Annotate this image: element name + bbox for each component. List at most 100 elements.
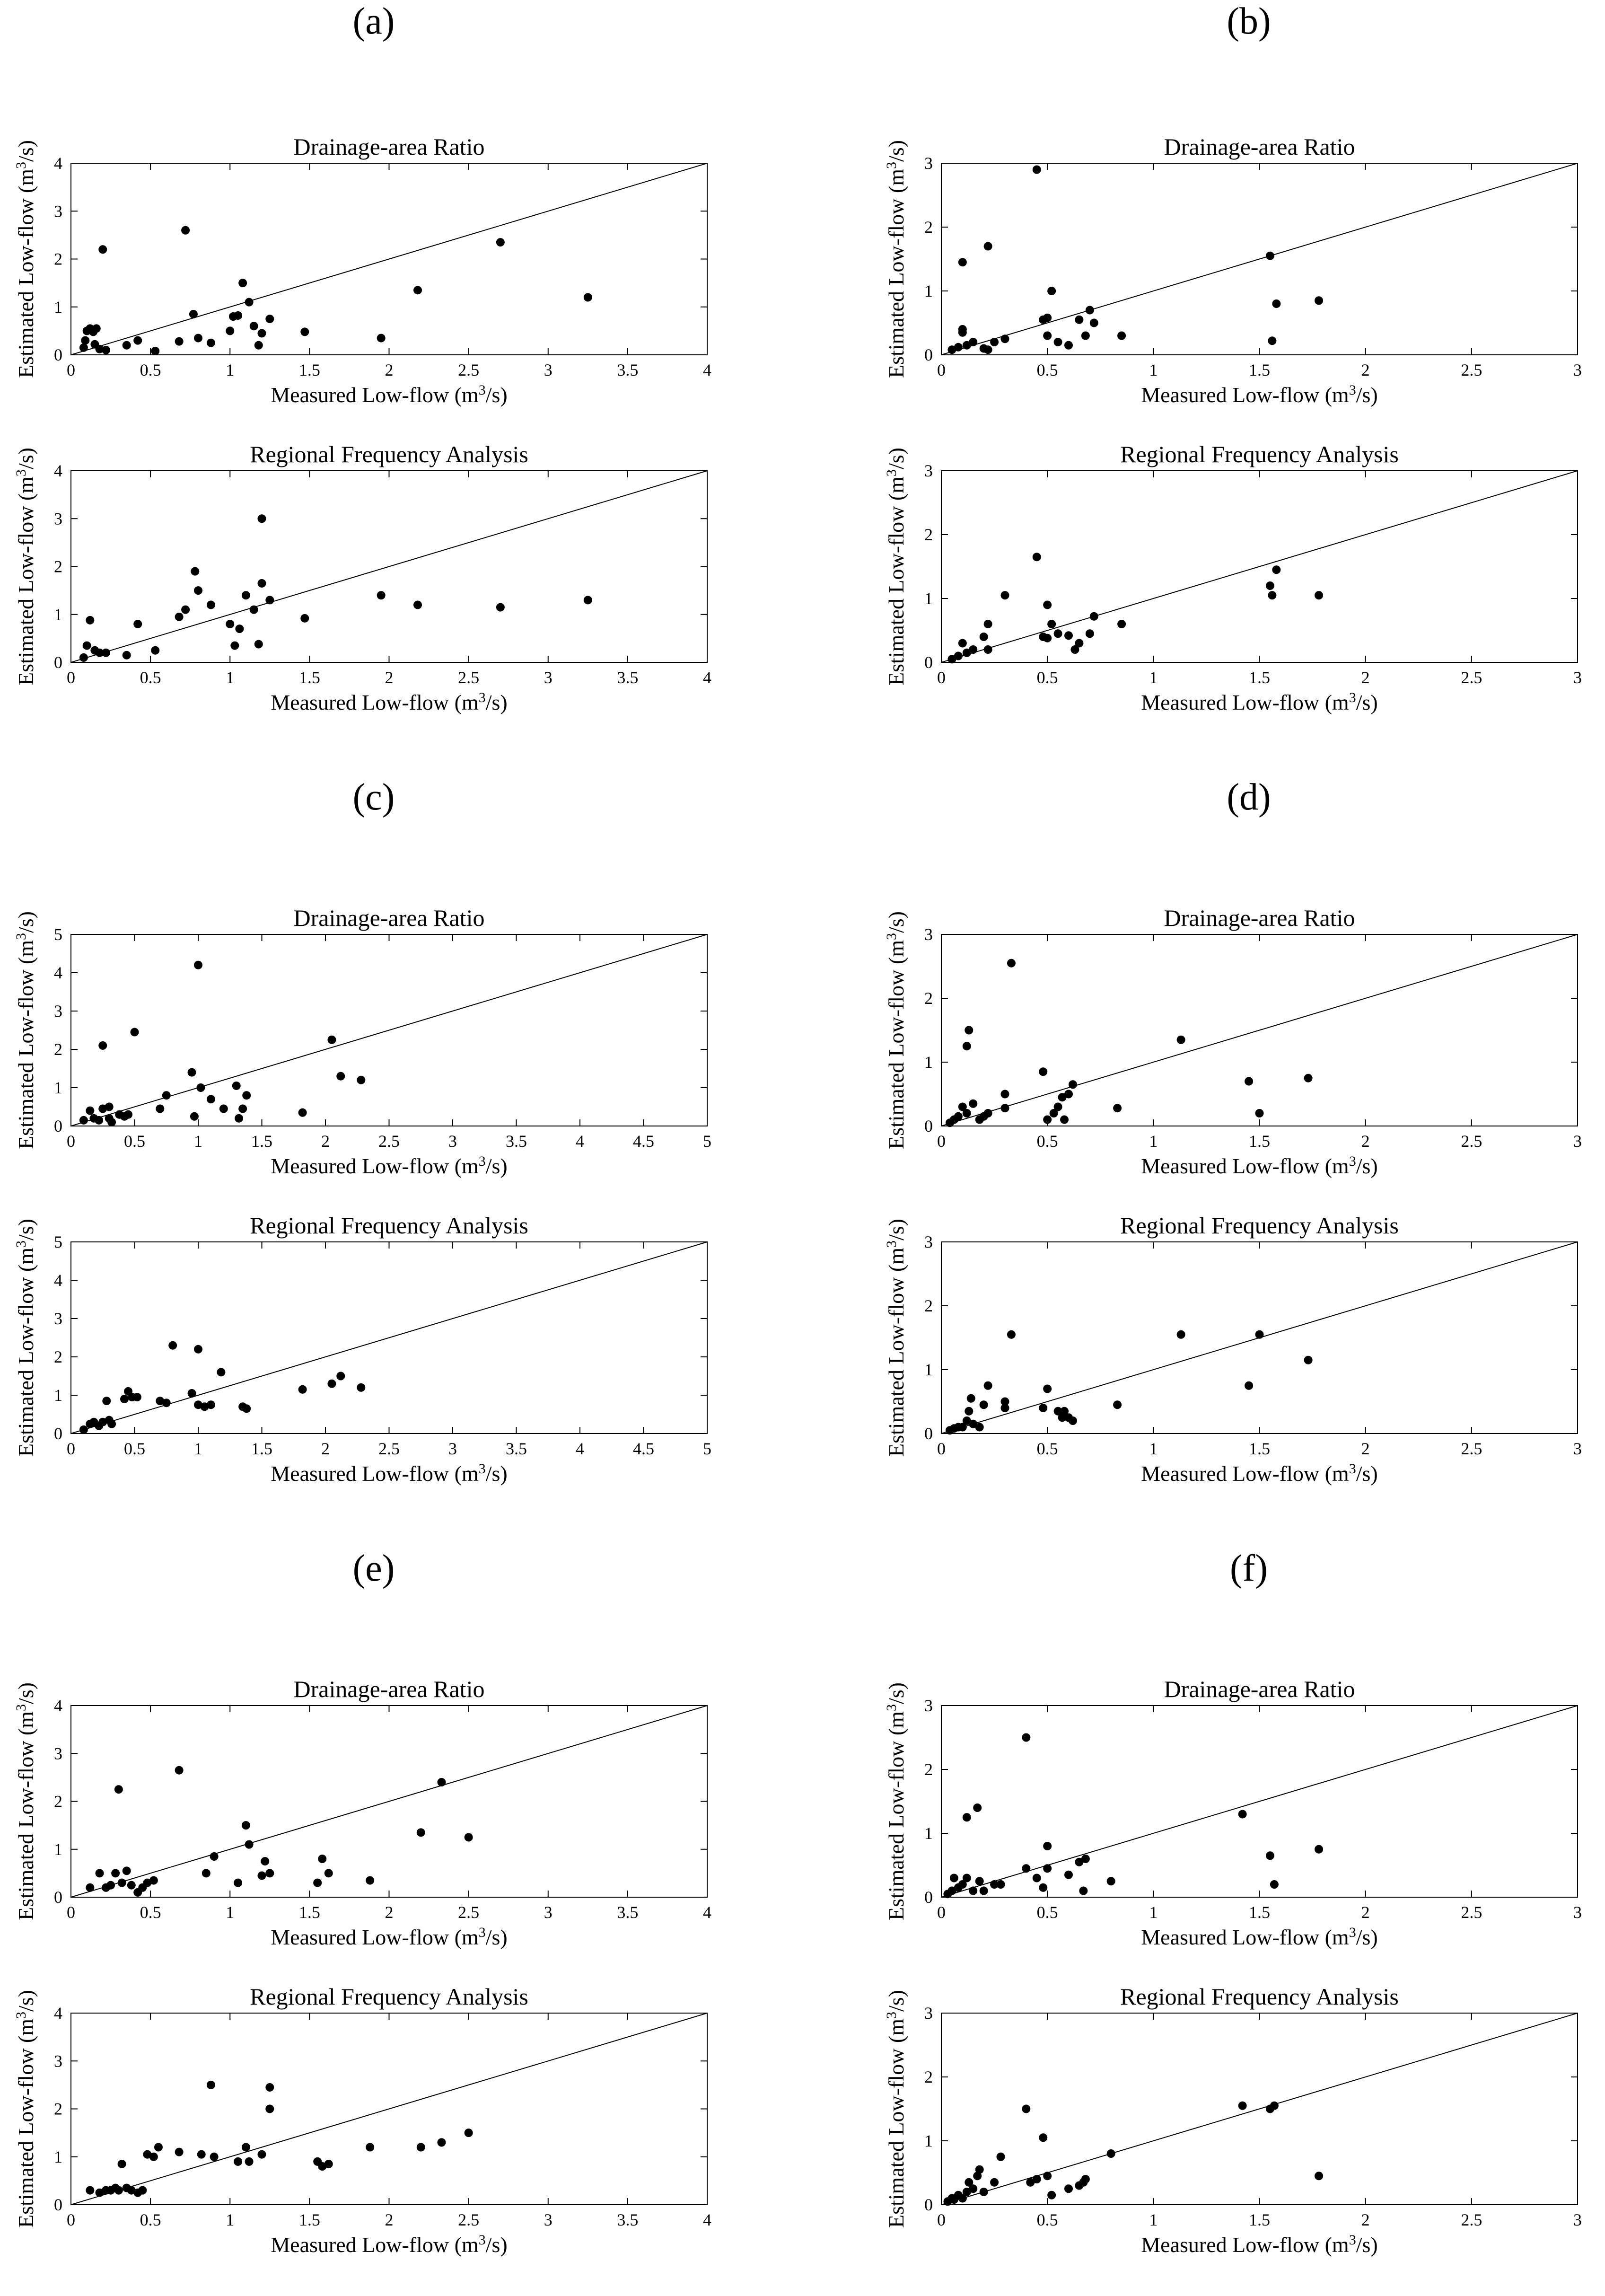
data-point xyxy=(241,2143,250,2152)
data-point xyxy=(962,648,971,657)
data-point xyxy=(496,238,505,247)
y-tick-label: 2 xyxy=(924,525,933,544)
data-point xyxy=(583,596,592,605)
x-tick-label: 1.5 xyxy=(1249,668,1270,687)
data-point xyxy=(101,345,110,354)
data-point xyxy=(969,2184,978,2193)
data-point xyxy=(1047,620,1056,628)
data-point xyxy=(235,625,244,633)
data-point xyxy=(1043,331,1052,340)
x-tick-label: 0 xyxy=(937,1439,946,1458)
x-tick-label: 0.5 xyxy=(140,668,161,687)
data-point xyxy=(105,1102,114,1111)
x-tick-label: 1.5 xyxy=(1249,1903,1270,1922)
data-point xyxy=(122,651,131,660)
x-tick-label: 1 xyxy=(1149,1439,1158,1458)
x-tick-label: 0 xyxy=(67,1132,75,1151)
y-tick-label: 1 xyxy=(924,282,933,300)
data-point xyxy=(336,1372,345,1381)
data-point xyxy=(95,1116,104,1125)
data-point xyxy=(958,1880,967,1889)
x-tick-label: 3 xyxy=(1573,668,1582,687)
x-tick-label: 2 xyxy=(1361,668,1370,687)
x-tick-label: 4 xyxy=(576,1132,584,1151)
data-point xyxy=(962,1813,971,1822)
x-tick-label: 0 xyxy=(937,668,946,687)
data-point xyxy=(81,336,90,345)
y-tick-label: 3 xyxy=(54,1744,62,1763)
data-point xyxy=(327,1379,336,1388)
x-tick-label: 2 xyxy=(1361,361,1370,379)
data-point xyxy=(122,341,131,350)
data-point xyxy=(101,648,110,657)
y-tick-label: 0 xyxy=(924,1888,933,1907)
y-tick-label: 1 xyxy=(54,1078,62,1097)
data-point xyxy=(366,1876,375,1885)
x-tick-label: 4 xyxy=(576,1439,584,1458)
x-tick-label: 4 xyxy=(703,1903,711,1922)
x-tick-label: 2.5 xyxy=(458,1903,479,1922)
x-tick-label: 3 xyxy=(1573,2210,1582,2229)
x-tick-label: 0.5 xyxy=(1037,2210,1058,2229)
data-point xyxy=(226,326,235,335)
x-tick-label: 3 xyxy=(1573,1903,1582,1922)
y-tick-label: 1 xyxy=(54,298,62,317)
data-point xyxy=(1026,2178,1035,2187)
data-point xyxy=(235,1114,244,1123)
x-tick-label: 2 xyxy=(385,668,394,687)
x-tick-label: 4 xyxy=(703,361,711,379)
data-point xyxy=(1032,553,1041,562)
x-tick-label: 1.5 xyxy=(251,1439,272,1458)
data-point xyxy=(1089,612,1098,621)
y-tick-label: 2 xyxy=(924,218,933,237)
scatter-plot-f-rfa: Regional Frequency Analysis 0 0.5 1 1.5 2 2.5 3… xyxy=(884,1983,1582,2257)
data-point xyxy=(226,620,235,628)
x-tick-label: 1 xyxy=(1149,2210,1158,2229)
x-axis-title: Measured Low-flow (m3/s) xyxy=(271,690,507,715)
data-point xyxy=(79,1425,88,1434)
data-point xyxy=(1053,629,1062,638)
x-tick-label: 3 xyxy=(544,668,553,687)
data-point xyxy=(261,1857,270,1866)
data-point xyxy=(82,641,91,650)
data-point xyxy=(966,1394,975,1403)
y-tick-label: 2 xyxy=(924,2067,933,2086)
x-tick-label: 1 xyxy=(1149,361,1158,379)
data-point xyxy=(357,1383,366,1392)
data-point xyxy=(1039,1404,1048,1412)
data-point xyxy=(79,1116,88,1125)
data-point xyxy=(1117,620,1126,628)
x-tick-label: 2.5 xyxy=(458,361,479,379)
data-point xyxy=(257,2150,266,2159)
y-tick-label: 3 xyxy=(54,2051,62,2070)
data-point xyxy=(947,655,956,664)
data-point xyxy=(1064,1090,1073,1099)
y-axis-title: Estimated Low-flow (m3/s) xyxy=(13,448,38,686)
data-point xyxy=(318,1855,327,1863)
data-point xyxy=(86,1106,95,1115)
scatter-plot-c-dar: Drainage-area Ratio 0 0.5 1 1.5 2 2.5 3 3.5 4 4.5 5… xyxy=(13,905,712,1178)
data-point xyxy=(1032,1874,1041,1883)
data-point xyxy=(1070,645,1079,654)
data-point xyxy=(983,645,992,654)
y-tick-label: 1 xyxy=(924,1360,933,1379)
x-tick-label: 0.5 xyxy=(140,2210,161,2229)
data-point xyxy=(194,334,202,343)
y-tick-label: 4 xyxy=(54,2004,62,2023)
data-point xyxy=(1081,331,1090,340)
one-to-one-line xyxy=(70,1705,708,1898)
data-point xyxy=(300,327,309,336)
data-point xyxy=(983,1109,992,1117)
x-tick-label: 2 xyxy=(321,1132,330,1151)
data-point xyxy=(210,2152,219,2161)
data-point xyxy=(249,605,258,614)
scatter-plot-b-dar: Drainage-area Ratio 0 0.5 1 1.5 2 2.5 3 0 1 2 3 Meas… xyxy=(884,133,1582,407)
data-point xyxy=(1315,2172,1324,2181)
data-point xyxy=(965,1407,974,1416)
data-point xyxy=(257,329,266,338)
data-point xyxy=(1043,2172,1052,2181)
data-point xyxy=(151,346,160,355)
y-tick-label: 4 xyxy=(54,963,62,982)
y-tick-label: 0 xyxy=(54,653,62,672)
scatter-plot-c-rfa: Regional Frequency Analysis 0 0.5 1 1.5 2 2.5 3… xyxy=(13,1212,712,1486)
